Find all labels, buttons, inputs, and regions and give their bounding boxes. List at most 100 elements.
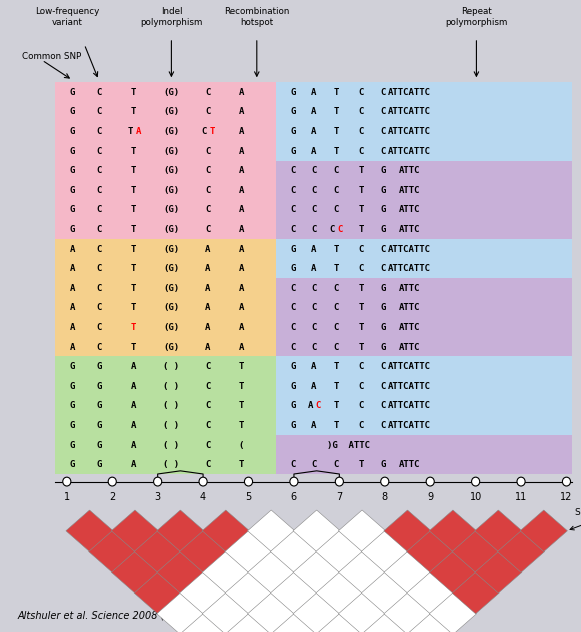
Text: C: C bbox=[311, 460, 317, 469]
Bar bbox=[276, 239, 572, 258]
Text: A: A bbox=[205, 303, 211, 312]
Text: G: G bbox=[96, 460, 102, 469]
Text: Recombination
hotspot: Recombination hotspot bbox=[224, 7, 289, 27]
Text: G: G bbox=[290, 147, 296, 155]
Text: G: G bbox=[290, 264, 296, 273]
Text: T: T bbox=[358, 225, 364, 234]
Circle shape bbox=[108, 477, 116, 486]
Text: C: C bbox=[205, 107, 211, 116]
Text: G: G bbox=[290, 421, 296, 430]
Polygon shape bbox=[475, 510, 522, 552]
Polygon shape bbox=[339, 593, 386, 632]
Polygon shape bbox=[452, 531, 499, 573]
Circle shape bbox=[562, 477, 571, 486]
Text: (G): (G) bbox=[163, 88, 180, 97]
Bar bbox=[55, 219, 276, 239]
Text: (G): (G) bbox=[163, 323, 180, 332]
Text: T: T bbox=[333, 401, 339, 410]
Text: G: G bbox=[381, 225, 386, 234]
Text: (G): (G) bbox=[163, 205, 180, 214]
Polygon shape bbox=[315, 614, 363, 632]
Text: C: C bbox=[358, 88, 364, 97]
Polygon shape bbox=[66, 510, 113, 552]
Text: C: C bbox=[381, 264, 386, 273]
Polygon shape bbox=[361, 531, 408, 573]
Text: A: A bbox=[311, 88, 317, 97]
Text: A: A bbox=[70, 245, 76, 253]
Text: 2: 2 bbox=[109, 492, 116, 502]
Text: Strong correlation: Strong correlation bbox=[570, 508, 581, 530]
Text: 1: 1 bbox=[64, 492, 70, 502]
Text: A: A bbox=[311, 147, 317, 155]
Text: T: T bbox=[333, 264, 339, 273]
Text: C: C bbox=[96, 127, 102, 136]
Text: (G): (G) bbox=[163, 147, 180, 155]
Text: C: C bbox=[311, 225, 317, 234]
Text: T: T bbox=[131, 323, 137, 332]
Text: C: C bbox=[205, 205, 211, 214]
Text: A: A bbox=[311, 245, 317, 253]
Bar bbox=[276, 121, 572, 141]
Polygon shape bbox=[475, 552, 522, 593]
Polygon shape bbox=[157, 593, 204, 632]
Text: C: C bbox=[381, 88, 386, 97]
Text: (G): (G) bbox=[163, 107, 180, 116]
Text: T: T bbox=[131, 186, 137, 195]
Circle shape bbox=[517, 477, 525, 486]
Text: T: T bbox=[131, 147, 137, 155]
Text: C: C bbox=[358, 382, 364, 391]
Text: C: C bbox=[333, 303, 339, 312]
Text: ATTCATTC: ATTCATTC bbox=[388, 264, 431, 273]
Text: C: C bbox=[202, 127, 207, 136]
Bar bbox=[276, 82, 572, 102]
Text: ( ): ( ) bbox=[163, 362, 180, 371]
Text: C: C bbox=[381, 382, 386, 391]
Text: C: C bbox=[381, 245, 386, 253]
Text: G: G bbox=[290, 382, 296, 391]
Text: A: A bbox=[311, 421, 317, 430]
Text: T: T bbox=[131, 264, 137, 273]
Text: C: C bbox=[381, 401, 386, 410]
Text: (G): (G) bbox=[163, 186, 180, 195]
Polygon shape bbox=[452, 573, 499, 614]
Text: A: A bbox=[70, 323, 76, 332]
Text: G: G bbox=[70, 401, 76, 410]
Text: C: C bbox=[358, 107, 364, 116]
Text: C: C bbox=[290, 460, 296, 469]
Text: A: A bbox=[238, 205, 244, 214]
Text: C: C bbox=[333, 205, 339, 214]
Text: A: A bbox=[238, 245, 244, 253]
Polygon shape bbox=[497, 531, 544, 573]
Text: A: A bbox=[131, 401, 137, 410]
Text: 4: 4 bbox=[200, 492, 206, 502]
Text: C: C bbox=[96, 303, 102, 312]
Text: 9: 9 bbox=[427, 492, 433, 502]
Polygon shape bbox=[134, 573, 181, 614]
Polygon shape bbox=[202, 510, 249, 552]
Polygon shape bbox=[248, 552, 295, 593]
Text: T: T bbox=[131, 284, 137, 293]
Text: C: C bbox=[311, 303, 317, 312]
Text: A: A bbox=[70, 284, 76, 293]
Polygon shape bbox=[384, 510, 431, 552]
Text: A: A bbox=[238, 88, 244, 97]
Text: C: C bbox=[381, 147, 386, 155]
Polygon shape bbox=[112, 510, 159, 552]
Polygon shape bbox=[520, 510, 568, 552]
Text: T: T bbox=[333, 245, 339, 253]
Text: T: T bbox=[333, 421, 339, 430]
Text: C: C bbox=[311, 205, 317, 214]
Polygon shape bbox=[315, 531, 363, 573]
Polygon shape bbox=[293, 510, 340, 552]
Text: C: C bbox=[338, 225, 343, 234]
Bar bbox=[276, 219, 572, 239]
Bar bbox=[55, 454, 276, 474]
Text: T: T bbox=[131, 166, 137, 175]
Text: A: A bbox=[238, 147, 244, 155]
Text: A: A bbox=[238, 225, 244, 234]
Polygon shape bbox=[134, 531, 181, 573]
Polygon shape bbox=[339, 552, 386, 593]
Text: C: C bbox=[290, 166, 296, 175]
Text: ATTC: ATTC bbox=[399, 186, 421, 195]
Polygon shape bbox=[270, 531, 318, 573]
